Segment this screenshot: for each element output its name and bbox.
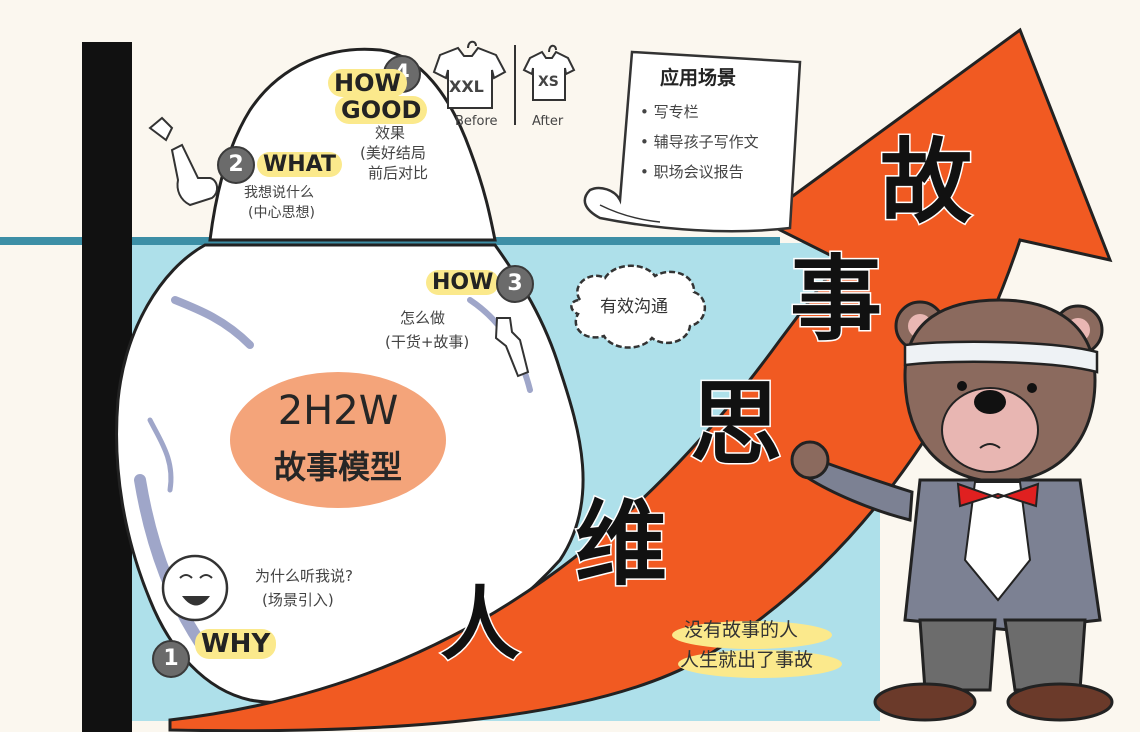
bow-tie — [956, 482, 1040, 508]
model-blob — [230, 372, 446, 508]
step-2-desc-line2: (中心思想) — [248, 205, 315, 221]
arrow-title-char: 故 — [878, 128, 973, 238]
shirt-before-label: Before — [455, 114, 498, 129]
wrench-icon — [494, 317, 530, 378]
cloud-text: 有效沟通 — [600, 297, 668, 317]
step-3-desc-line2: (干货+故事) — [385, 333, 470, 351]
pointing-hand-icon — [170, 143, 218, 207]
step-4-label-line1: HOW — [328, 69, 407, 98]
step-4-desc-line3: 前后对比 — [368, 164, 429, 182]
scenario-item: • 职场会议报告 — [640, 163, 744, 181]
arrow-title-char: 思 — [688, 370, 783, 480]
step-3-label: HOW — [426, 270, 500, 295]
step-4-label-line2: GOOD — [335, 96, 428, 125]
bear-mascot — [790, 298, 1114, 722]
shirt-before-icon — [432, 40, 507, 109]
step-3-number: 3 — [496, 265, 534, 303]
shirt-after-label: After — [532, 114, 564, 129]
model-title-line2: 故事模型 — [273, 448, 402, 486]
arrow-title-char: 事 — [788, 245, 883, 355]
scenario-item: • 辅导孩子写作文 — [640, 133, 759, 151]
scenario-paper — [583, 50, 802, 233]
step-1-number: 1 — [152, 640, 190, 678]
scenarios-title: 应用场景 — [660, 67, 737, 89]
step-4-desc-line2: (美好结局 — [360, 144, 426, 162]
model-title-line1: 2H2W — [277, 388, 399, 434]
step-1-desc-line2: (场景引入) — [262, 591, 334, 609]
step-1-label: WHY — [195, 629, 277, 660]
step-3-desc-line1: 怎么做 — [400, 309, 446, 327]
step-2-label: WHAT — [257, 152, 343, 177]
arrow-title-char: 维 — [573, 490, 668, 600]
shirt-after-icon — [522, 44, 576, 101]
step-2-desc-line1: 我想说什么 — [244, 185, 314, 201]
step-1-desc-line1: 为什么听我说? — [255, 567, 353, 585]
shirt-after-size: XS — [538, 74, 559, 90]
headband — [903, 340, 1099, 374]
cloud-bubble — [570, 264, 706, 349]
arrow-text-char: 人 — [439, 577, 522, 673]
quote-line1: 没有故事的人 — [684, 619, 799, 641]
shirt-before-size: XXL — [449, 77, 484, 96]
laughing-face-icon — [161, 554, 229, 622]
step-2-number: 2 — [217, 146, 255, 184]
quote-line2: 人生就出了事故 — [680, 649, 814, 671]
scenario-item: • 写专栏 — [640, 103, 699, 121]
step-4-desc-line1: 效果 — [375, 124, 406, 142]
